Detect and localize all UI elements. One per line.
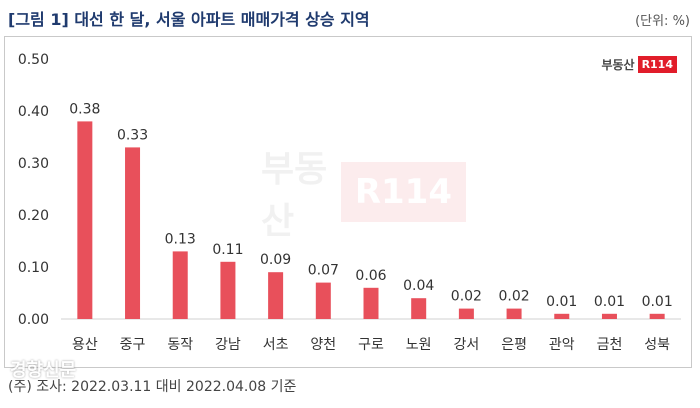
category-label: 용산 — [72, 337, 98, 353]
category-label: 노원 — [406, 337, 432, 353]
y-tick-label: 0.10 — [18, 260, 49, 276]
bar-value-label: 0.13 — [165, 231, 196, 247]
bar-7 — [411, 298, 427, 319]
y-tick-label: 0.40 — [18, 104, 49, 120]
y-tick-label: 0.20 — [18, 208, 49, 224]
bar-value-label: 0.01 — [642, 294, 673, 310]
bar-10 — [554, 313, 570, 319]
bar-value-label: 0.38 — [69, 101, 100, 117]
brand-logo-badge: R114 — [637, 55, 677, 73]
bar-value-label: 0.01 — [594, 294, 625, 310]
category-label: 동작 — [167, 337, 193, 353]
bar-8 — [458, 308, 474, 319]
watermark: 부동산 R114 — [261, 137, 466, 247]
category-label: 관악 — [549, 337, 575, 353]
bar-12 — [649, 313, 665, 319]
category-label: 성북 — [644, 337, 670, 353]
brand-logo: 부동산 R114 — [601, 53, 677, 75]
watermark-text: 부동산 — [261, 149, 328, 242]
category-label: 중구 — [120, 337, 146, 353]
bar-value-label: 0.04 — [403, 278, 434, 294]
category-label: 금천 — [597, 337, 623, 353]
y-tick-label: 0.30 — [18, 156, 49, 172]
category-label: 서초 — [263, 337, 289, 353]
bar-value-label: 0.11 — [212, 242, 243, 258]
bar-value-label: 0.09 — [260, 252, 291, 268]
watermark-badge: R114 — [340, 162, 466, 222]
press-watermark: 경향신문 — [10, 360, 77, 381]
brand-logo-text: 부동산 — [601, 57, 635, 72]
bar-9 — [506, 308, 522, 319]
bar-5 — [315, 282, 331, 319]
bar-1 — [125, 147, 141, 319]
y-tick-label: 0.50 — [18, 52, 49, 68]
bar-value-label: 0.33 — [117, 127, 148, 143]
bar-value-label: 0.06 — [355, 268, 386, 284]
chart-title: [그림 1] 대선 한 달, 서울 아파트 매매가격 상승 지역 — [8, 10, 370, 29]
bar-3 — [220, 261, 236, 319]
y-tick-label: 0.00 — [18, 312, 49, 328]
bar-2 — [172, 251, 188, 319]
unit-label: (단위: %) — [635, 14, 690, 29]
bar-chart: 0.00 0.10 0.20 0.30 0.40 0.50 0.38 용산 0.33 중구 0.13… — [18, 52, 681, 353]
bar-0 — [77, 121, 93, 320]
bar-value-label: 0.07 — [308, 263, 339, 279]
category-label: 양천 — [310, 337, 336, 353]
bar-6 — [363, 287, 379, 319]
bar-value-label: 0.02 — [498, 289, 529, 305]
category-label: 은평 — [501, 337, 527, 353]
bar-value-label: 0.02 — [451, 289, 482, 305]
bar-11 — [601, 313, 617, 319]
header: [그림 1] 대선 한 달, 서울 아파트 매매가격 상승 지역 (단위: %) — [8, 4, 692, 30]
category-label: 강서 — [454, 337, 480, 353]
bar-4 — [268, 272, 284, 319]
category-label: 구로 — [358, 337, 384, 353]
source-note: (주) 조사: 2022.03.11 대비 2022.04.08 기준 — [8, 379, 297, 395]
category-label: 강남 — [215, 337, 241, 353]
bar-value-label: 0.01 — [546, 294, 577, 310]
chart-frame: 부동산 R114 0.00 0.10 0.20 0.30 0.40 0.50 0.38 용산 0… — [4, 36, 692, 368]
